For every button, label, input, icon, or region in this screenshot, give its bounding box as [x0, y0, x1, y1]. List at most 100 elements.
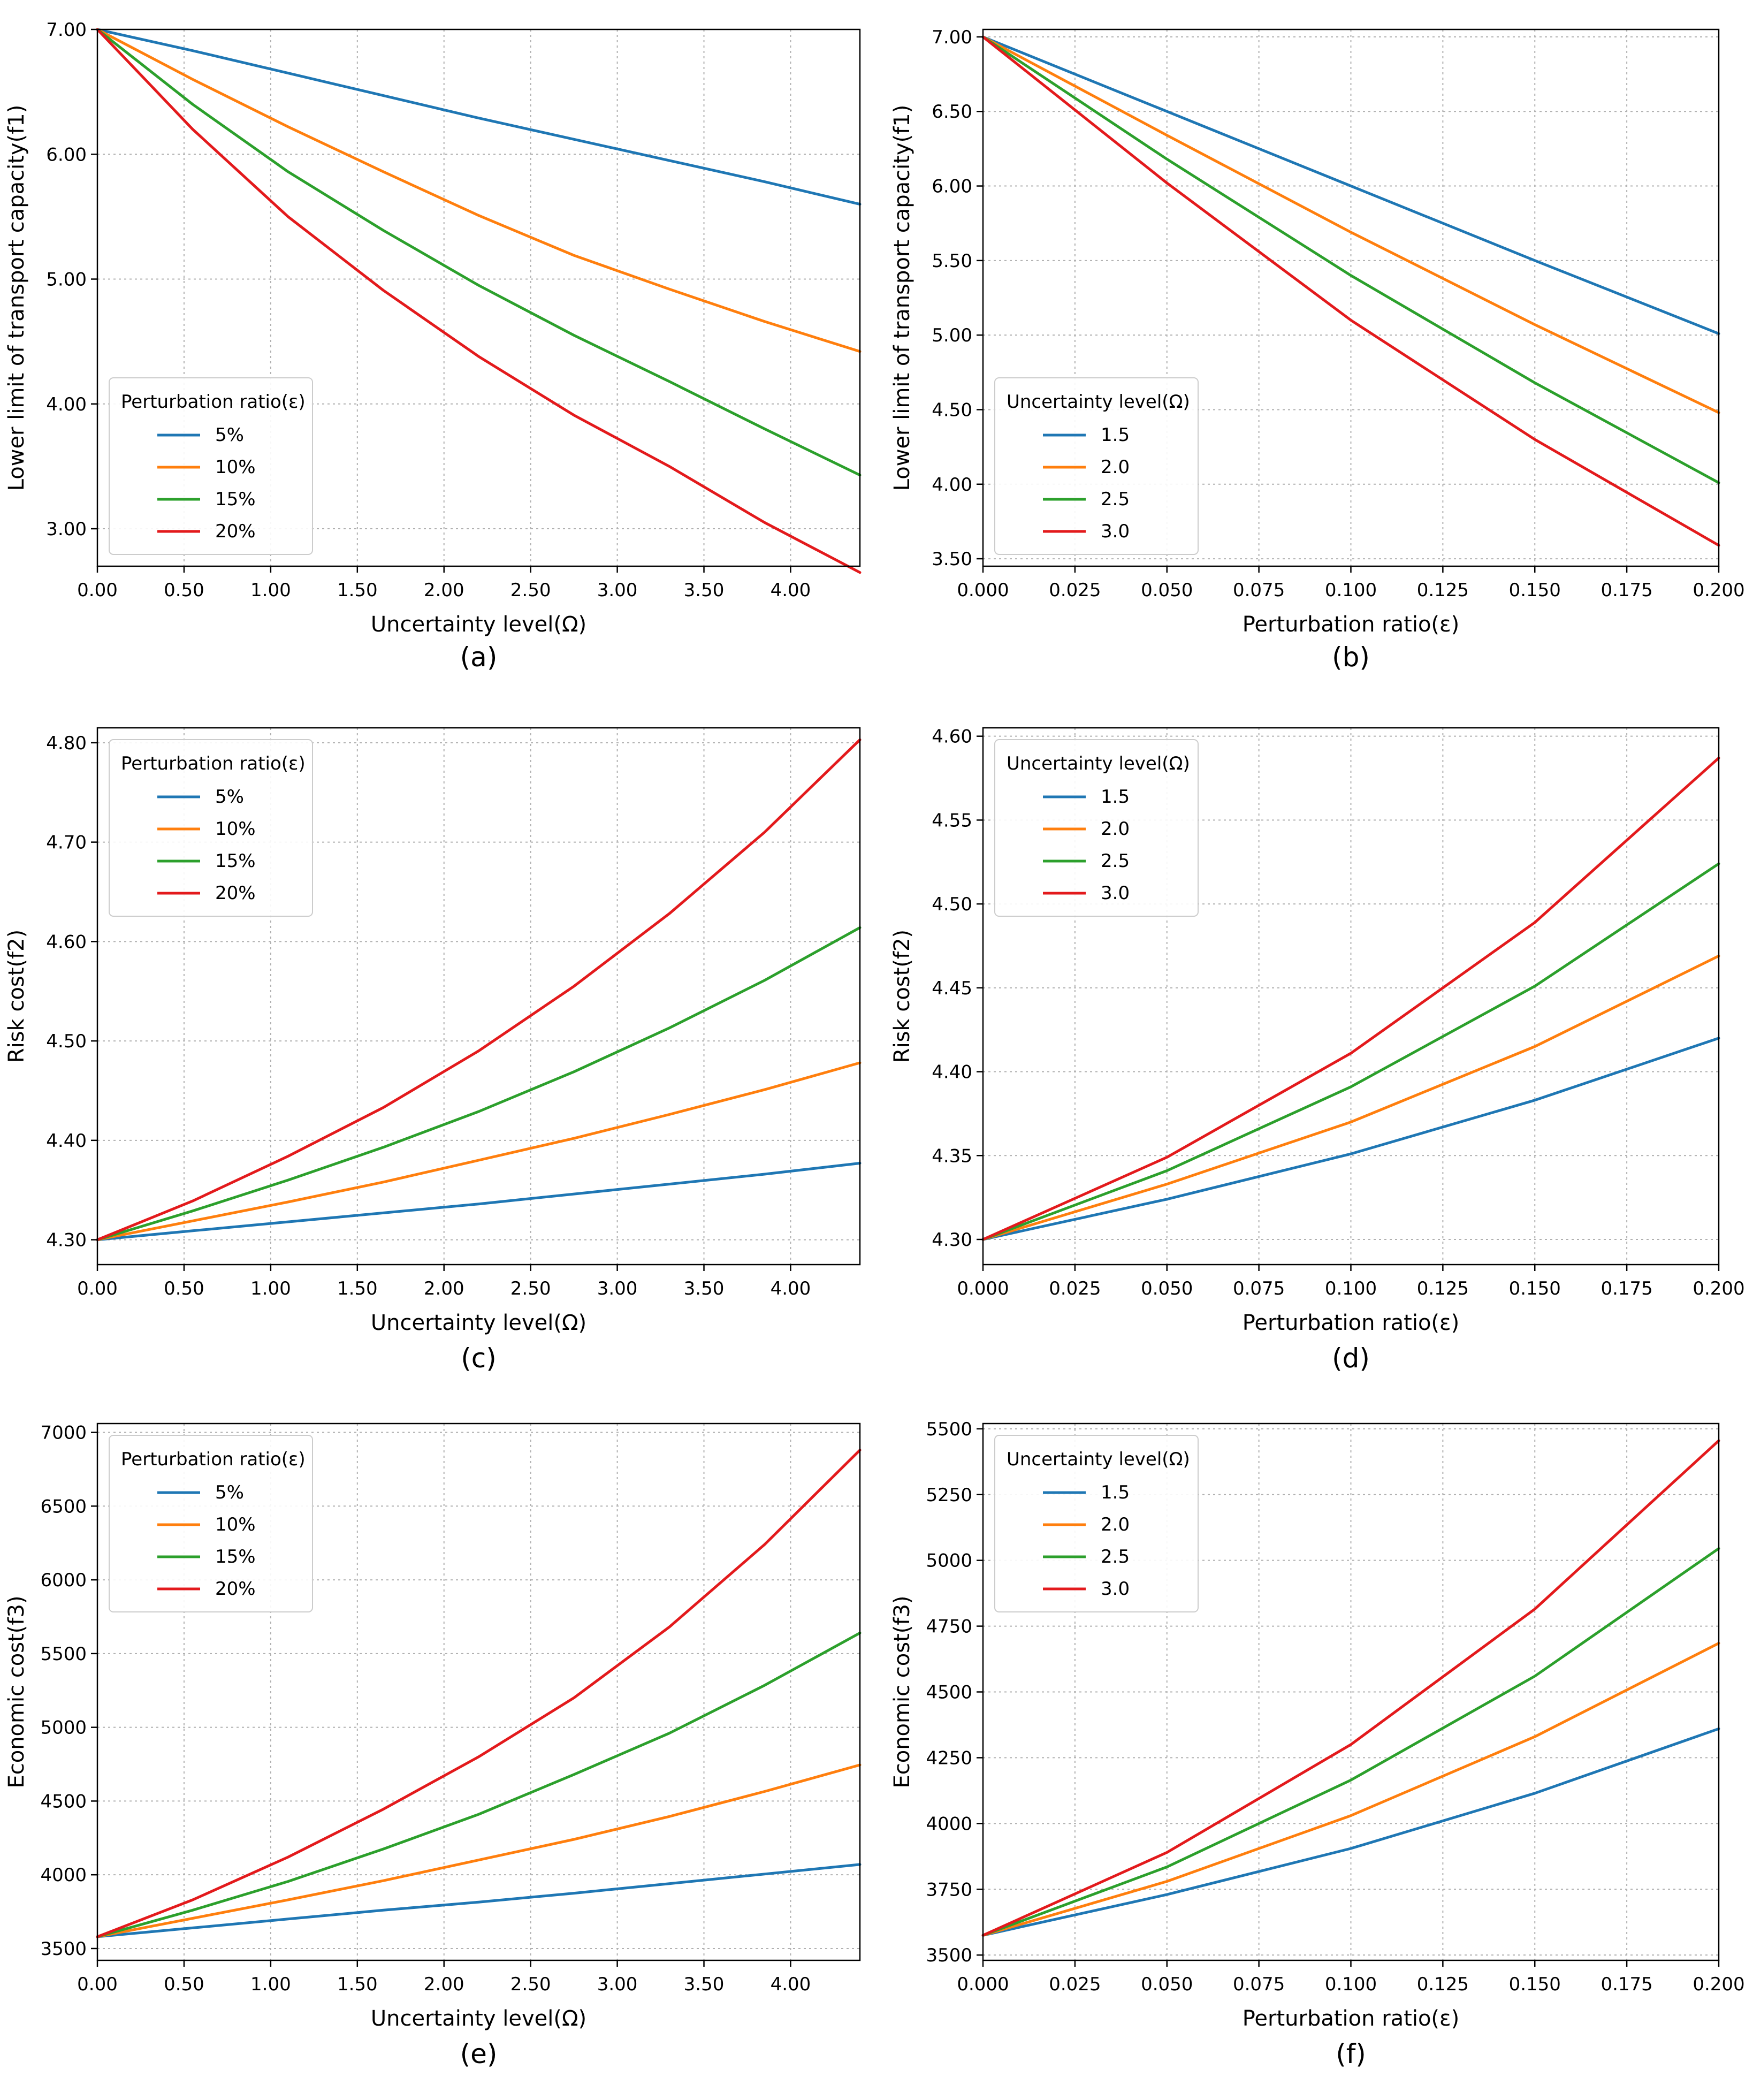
y-tick-label: 4.70 — [46, 832, 87, 854]
x-tick-label: 0.150 — [1509, 1278, 1561, 1299]
series-line-2-0 — [981, 35, 1720, 414]
y-tick-label: 5000 — [926, 1550, 972, 1572]
x-tick-label: 0.100 — [1325, 580, 1377, 601]
legend-box — [994, 739, 1199, 917]
y-tick-label: 4.40 — [46, 1130, 87, 1152]
x-tick-label: 0.000 — [957, 1278, 1009, 1299]
legend: Perturbation ratio(ε) 5% 10% 15% 20% — [109, 739, 313, 917]
legend-entry: 20% — [215, 521, 256, 542]
y-tick-label: 4.60 — [932, 726, 972, 748]
legend-title: Uncertainty level(Ω) — [1007, 753, 1190, 774]
panel-label: (c) — [461, 1343, 497, 1374]
y-tick-label: 7000 — [40, 1422, 87, 1444]
y-tick-label: 4000 — [40, 1865, 87, 1886]
y-tick-label: 4.50 — [932, 894, 972, 915]
chart-panel-5: 0.00 0.50 1.00 1.50 2.00 2.50 3.00 3.50 4.00 3500… — [4, 1422, 862, 2069]
chart-panel-6: 0.000 0.025 0.050 0.075 0.100 0.125 0.150 0.175… — [890, 1419, 1745, 2069]
y-axis-label: Lower limit of transport capacity(f1) — [890, 105, 914, 491]
legend-entry: 20% — [215, 882, 256, 904]
x-tick-label: 0.050 — [1141, 580, 1193, 601]
legend-entry: 20% — [215, 1578, 256, 1600]
legend-entry: 15% — [215, 489, 256, 510]
series-line-5pct — [96, 1863, 862, 1938]
x-tick-label: 2.00 — [424, 580, 464, 601]
x-tick-label: 0.100 — [1325, 1278, 1377, 1299]
y-tick-label: 4.30 — [932, 1229, 972, 1251]
y-tick-label: 6500 — [40, 1496, 87, 1517]
x-tick-label: 0.050 — [1141, 1974, 1193, 1995]
x-tick-label: 0.175 — [1600, 580, 1652, 601]
x-tick-label: 4.00 — [771, 1974, 811, 1995]
series-line-5pct — [96, 28, 862, 206]
x-tick-label: 2.50 — [510, 1278, 551, 1299]
x-tick-label: 3.50 — [684, 1278, 725, 1299]
x-axis-label: Uncertainty level(Ω) — [371, 612, 586, 637]
y-tick-label: 4.45 — [932, 978, 972, 999]
y-tick-label: 5.00 — [932, 325, 972, 346]
legend-entry: 10% — [215, 818, 256, 840]
chart-panel-3: 0.00 0.50 1.00 1.50 2.00 2.50 3.00 3.50 4.00 4.30… — [4, 727, 862, 1374]
y-tick-label: 4.80 — [46, 733, 87, 754]
x-tick-label: 0.100 — [1325, 1974, 1377, 1995]
x-tick-label: 0.150 — [1509, 1974, 1561, 1995]
x-tick-label: 1.50 — [337, 1974, 378, 1995]
y-tick-label: 6.00 — [932, 176, 972, 197]
series-line-10pct — [96, 28, 862, 353]
y-axis-label: Economic cost(f3) — [890, 1595, 914, 1788]
legend-title: Perturbation ratio(ε) — [121, 391, 306, 413]
x-tick-label: 0.50 — [164, 580, 204, 601]
y-tick-label: 4.50 — [46, 1031, 87, 1052]
legend-box — [109, 739, 313, 917]
legend-entry: 3.0 — [1101, 882, 1130, 904]
y-tick-label: 3.00 — [46, 519, 87, 540]
y-tick-label: 4.30 — [46, 1230, 87, 1251]
y-tick-label: 5.00 — [46, 269, 87, 291]
legend-entry: 15% — [215, 850, 256, 872]
legend-title: Perturbation ratio(ε) — [121, 753, 306, 774]
series-line-2-5 — [981, 862, 1720, 1241]
y-tick-label: 4.60 — [46, 931, 87, 953]
series-line-1-5 — [981, 1727, 1720, 1937]
legend-entry: 5% — [215, 424, 244, 446]
x-tick-label: 0.200 — [1693, 1278, 1744, 1299]
y-tick-label: 3.50 — [932, 549, 972, 570]
legend-entry: 2.5 — [1101, 489, 1130, 510]
legend-entry: 2.0 — [1101, 1514, 1130, 1535]
y-tick-label: 7.00 — [46, 19, 87, 41]
x-tick-label: 0.200 — [1693, 1974, 1744, 1995]
x-tick-label: 0.175 — [1600, 1974, 1652, 1995]
series-line-3-0 — [981, 35, 1720, 547]
x-axis-label: Perturbation ratio(ε) — [1243, 2006, 1460, 2031]
y-tick-label: 4250 — [926, 1747, 972, 1769]
x-tick-label: 2.50 — [510, 1974, 551, 1995]
x-tick-label: 2.50 — [510, 580, 551, 601]
y-tick-label: 4500 — [40, 1791, 87, 1812]
x-tick-label: 0.025 — [1049, 1974, 1101, 1995]
plot-frame — [96, 28, 861, 567]
legend-entry: 5% — [215, 1482, 244, 1503]
x-axis-label: Uncertainty level(Ω) — [371, 1311, 586, 1335]
plot-frame — [96, 1422, 861, 1961]
legend-title: Perturbation ratio(ε) — [121, 1449, 306, 1470]
series-line-10pct — [96, 1763, 862, 1938]
x-tick-label: 0.150 — [1509, 580, 1561, 601]
y-axis-label: Risk cost(f2) — [4, 930, 29, 1063]
legend-entry: 15% — [215, 1546, 256, 1568]
y-tick-label: 3750 — [926, 1879, 972, 1900]
x-tick-label: 3.00 — [597, 580, 638, 601]
series-line-5pct — [96, 1162, 862, 1242]
y-tick-label: 4.00 — [46, 394, 87, 415]
x-tick-label: 0.175 — [1600, 1278, 1652, 1299]
y-tick-label: 5.50 — [932, 250, 972, 272]
panel-label: (d) — [1332, 1343, 1370, 1374]
x-tick-label: 0.50 — [164, 1974, 204, 1995]
x-tick-label: 2.00 — [424, 1974, 464, 1995]
x-tick-label: 0.125 — [1417, 1974, 1469, 1995]
series-line-2-0 — [981, 1642, 1720, 1937]
panel-label: (b) — [1332, 642, 1370, 673]
series-line-2-5 — [981, 1547, 1720, 1937]
legend: Uncertainty level(Ω) 1.5 2.0 2.5 3.0 — [994, 1435, 1199, 1612]
legend-entry: 1.5 — [1101, 1482, 1130, 1503]
